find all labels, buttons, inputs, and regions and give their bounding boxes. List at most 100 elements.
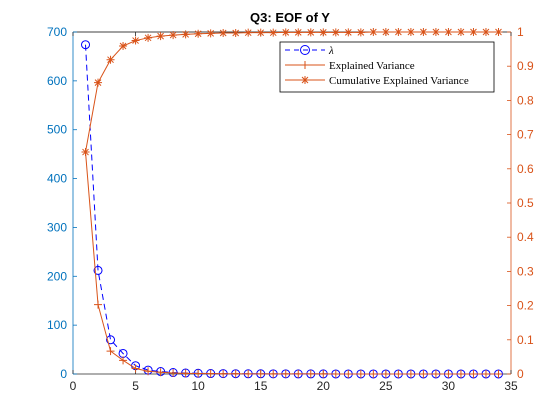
data-point: [94, 300, 103, 309]
data-point: [231, 369, 240, 378]
data-point: [331, 369, 340, 378]
left-y-tick-label: 600: [47, 74, 67, 88]
data-point: [169, 31, 178, 40]
legend: λ Explained Variance Cumulative Explaine…: [279, 41, 495, 93]
series-2: [81, 148, 503, 378]
right-y-tick-label: 1: [517, 25, 524, 39]
data-point: [281, 28, 290, 37]
series-line: [85, 44, 499, 375]
data-point: [394, 28, 403, 36]
data-point: [81, 40, 91, 50]
legend-entry-cumulative-variance: Cumulative Explained Variance: [285, 75, 469, 87]
data-point: [444, 369, 453, 378]
data-point: [294, 28, 303, 37]
legend-cumulative-marker: [301, 76, 309, 84]
data-point: [406, 28, 415, 36]
legend-entry-explained-variance: Explained Variance: [285, 60, 415, 72]
data-point: [381, 28, 390, 36]
data-point: [369, 369, 378, 378]
data-point: [356, 28, 365, 37]
data-point: [269, 369, 278, 378]
legend-explained-marker: [301, 61, 309, 69]
data-point: [231, 29, 240, 38]
data-point: [494, 369, 503, 378]
data-point: [219, 369, 228, 378]
left-y-tick-label: 100: [47, 318, 67, 332]
data-point: [294, 369, 303, 378]
left-y-tick-label: 200: [47, 269, 67, 283]
data-point: [419, 28, 428, 36]
data-point: [131, 364, 140, 373]
data-point: [106, 55, 115, 64]
series-line: [85, 151, 499, 375]
data-point: [369, 28, 378, 36]
series-3: [81, 28, 503, 157]
data-point: [194, 29, 203, 38]
right-y-axis: 0 0.1 0.2 0.3 0.4 0.5 0.6 0.7 0.8 0.9 1: [507, 25, 534, 381]
data-point: [494, 28, 503, 36]
data-point: [381, 369, 390, 378]
data-point: [256, 369, 265, 378]
data-point: [219, 29, 228, 38]
right-y-tick-label: 0.3: [517, 264, 534, 278]
series-line: [85, 31, 499, 153]
right-y-tick-label: 0.6: [517, 162, 534, 176]
data-point: [306, 28, 315, 37]
data-point: [181, 369, 190, 378]
data-point: [419, 369, 428, 378]
data-point: [93, 265, 103, 275]
data-point: [169, 368, 178, 377]
x-tick-label: 35: [504, 379, 518, 393]
x-tick-label: 0: [70, 379, 77, 393]
data-point: [206, 369, 215, 378]
data-point: [481, 28, 490, 36]
data-point: [394, 369, 403, 378]
data-point: [281, 369, 290, 378]
chart-title: Q3: EOF of Y: [250, 10, 330, 25]
right-y-tick-label: 0.7: [517, 128, 534, 142]
x-tick-label: 10: [191, 379, 205, 393]
left-y-tick-label: 700: [47, 25, 67, 39]
data-point: [144, 367, 153, 376]
x-tick-label: 5: [132, 379, 139, 393]
right-y-tick-label: 0.4: [517, 230, 534, 244]
data-point: [106, 335, 116, 345]
x-tick-label: 20: [317, 379, 331, 393]
data-point: [106, 347, 115, 356]
data-point: [456, 28, 465, 36]
data-point: [344, 28, 353, 37]
data-point: [306, 369, 315, 378]
data-point: [269, 28, 278, 37]
data-point: [469, 28, 478, 36]
data-point: [481, 369, 490, 378]
data-point: [119, 356, 128, 365]
left-y-tick-label: 400: [47, 172, 67, 186]
right-y-tick-label: 0.8: [517, 93, 534, 107]
data-point: [144, 33, 153, 42]
data-point: [244, 369, 253, 378]
data-point: [256, 28, 265, 37]
data-point: [331, 28, 340, 37]
data-point: [344, 369, 353, 378]
x-tick-label: 25: [379, 379, 393, 393]
data-point: [181, 30, 190, 39]
right-y-tick-label: 0: [517, 367, 524, 381]
data-point: [94, 78, 103, 87]
left-y-tick-label: 500: [47, 123, 67, 137]
data-point: [469, 369, 478, 378]
data-point: [444, 28, 453, 36]
right-y-tick-label: 0.5: [517, 196, 534, 210]
data-point: [244, 28, 253, 37]
legend-entry-lambda: λ: [285, 45, 334, 57]
right-y-tick-label: 0.1: [517, 333, 534, 347]
x-tick-label: 30: [442, 379, 456, 393]
left-y-axis: 0 100 200 300 400 500 600 700: [47, 25, 77, 381]
data-point: [156, 32, 165, 41]
right-y-tick-label: 0.2: [517, 299, 534, 313]
data-point: [81, 148, 90, 157]
data-point: [431, 369, 440, 378]
legend-label-cumulative-variance: Cumulative Explained Variance: [329, 75, 469, 87]
data-point: [319, 369, 328, 378]
right-y-tick-label: 0.9: [517, 59, 534, 73]
